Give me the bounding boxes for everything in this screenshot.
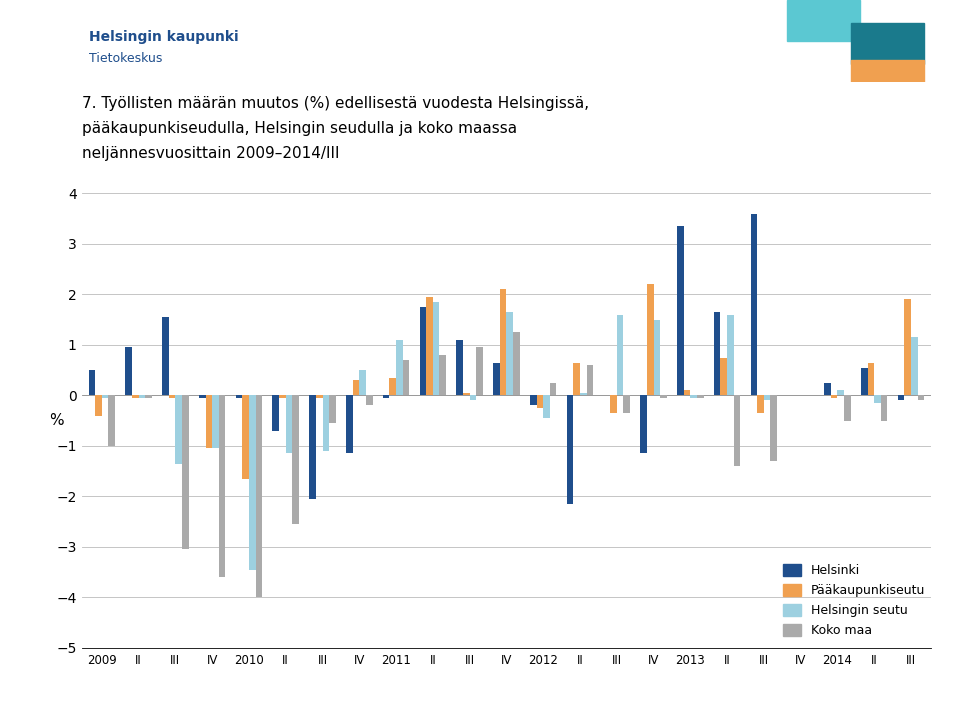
Bar: [720, 357, 727, 395]
Bar: [383, 395, 390, 398]
Bar: [566, 395, 573, 504]
Bar: [420, 307, 426, 395]
Bar: [323, 395, 329, 451]
Bar: [640, 395, 647, 453]
Bar: [132, 395, 138, 398]
Bar: [102, 395, 108, 398]
Bar: [530, 395, 537, 405]
Bar: [654, 319, 660, 395]
Bar: [440, 355, 446, 395]
Bar: [787, 0, 860, 42]
Bar: [550, 383, 557, 395]
Bar: [108, 395, 115, 446]
Bar: [279, 395, 286, 398]
Bar: [537, 395, 543, 408]
Bar: [764, 395, 771, 400]
Bar: [573, 362, 580, 395]
Bar: [904, 299, 911, 395]
Bar: [469, 395, 476, 400]
Bar: [911, 337, 918, 395]
Bar: [309, 395, 316, 499]
Bar: [830, 395, 837, 398]
Bar: [212, 395, 219, 448]
Bar: [402, 360, 409, 395]
Text: Helsingin kaupungin tietokeskus / MS: Helsingin kaupungin tietokeskus / MS: [709, 687, 943, 700]
Text: Tietokeskus: Tietokeskus: [89, 52, 162, 65]
Text: 7. Työllisten määrän muutos (%) edellisestä vuodesta Helsingissä,: 7. Työllisten määrän muutos (%) edellise…: [82, 96, 588, 111]
Bar: [366, 395, 372, 405]
Bar: [690, 395, 697, 398]
Legend: Helsinki, Pääkaupunkiseutu, Helsingin seutu, Koko maa: Helsinki, Pääkaupunkiseutu, Helsingin se…: [783, 563, 924, 637]
Bar: [145, 395, 152, 398]
Text: neljännesvuosittain 2009–2014/III: neljännesvuosittain 2009–2014/III: [82, 146, 339, 161]
Bar: [851, 60, 924, 87]
Bar: [851, 23, 924, 64]
Bar: [169, 395, 176, 398]
Bar: [176, 395, 182, 463]
Bar: [543, 395, 550, 418]
Bar: [881, 395, 887, 420]
Bar: [837, 390, 844, 395]
Text: Lähde: Tilastokeskus, työvoimatutkimus: Lähde: Tilastokeskus, työvoimatutkimus: [17, 687, 269, 700]
Bar: [727, 314, 733, 395]
Bar: [273, 395, 279, 431]
Bar: [182, 395, 188, 549]
Bar: [236, 395, 242, 398]
Bar: [316, 395, 323, 398]
Bar: [126, 347, 132, 395]
Bar: [875, 395, 881, 403]
Bar: [587, 365, 593, 395]
Bar: [506, 312, 513, 395]
Bar: [433, 302, 440, 395]
Bar: [293, 395, 299, 524]
Bar: [647, 284, 654, 395]
Bar: [390, 378, 396, 395]
Bar: [733, 395, 740, 466]
Bar: [138, 395, 145, 398]
Bar: [861, 367, 868, 395]
Bar: [677, 226, 684, 395]
Y-axis label: %: %: [49, 413, 63, 428]
Text: Helsingin kaupunki: Helsingin kaupunki: [89, 30, 239, 44]
Bar: [396, 340, 402, 395]
Bar: [426, 297, 433, 395]
Bar: [697, 395, 704, 398]
Bar: [918, 395, 924, 400]
Bar: [88, 370, 95, 395]
Text: pääkaupunkiseudulla, Helsingin seudulla ja koko maassa: pääkaupunkiseudulla, Helsingin seudulla …: [82, 121, 516, 136]
Bar: [493, 362, 500, 395]
Bar: [898, 395, 904, 400]
Bar: [359, 370, 366, 395]
Bar: [476, 347, 483, 395]
Bar: [255, 395, 262, 597]
Bar: [684, 390, 690, 395]
Bar: [346, 395, 352, 453]
Bar: [463, 393, 469, 395]
Bar: [771, 395, 777, 461]
Bar: [751, 213, 757, 395]
Bar: [868, 362, 875, 395]
Bar: [844, 395, 851, 420]
Bar: [95, 395, 102, 415]
Bar: [660, 395, 667, 398]
Bar: [286, 395, 293, 453]
Bar: [219, 395, 226, 577]
Bar: [714, 312, 720, 395]
Bar: [242, 395, 249, 479]
Bar: [249, 395, 255, 570]
Bar: [825, 383, 830, 395]
Bar: [456, 340, 463, 395]
Bar: [205, 395, 212, 448]
Bar: [513, 332, 519, 395]
Bar: [580, 393, 587, 395]
Bar: [199, 395, 205, 398]
Bar: [611, 395, 616, 413]
Bar: [329, 395, 336, 423]
Bar: [616, 314, 623, 395]
Bar: [500, 289, 506, 395]
Bar: [162, 317, 169, 395]
Bar: [623, 395, 630, 413]
Bar: [757, 395, 764, 413]
Bar: [352, 380, 359, 395]
